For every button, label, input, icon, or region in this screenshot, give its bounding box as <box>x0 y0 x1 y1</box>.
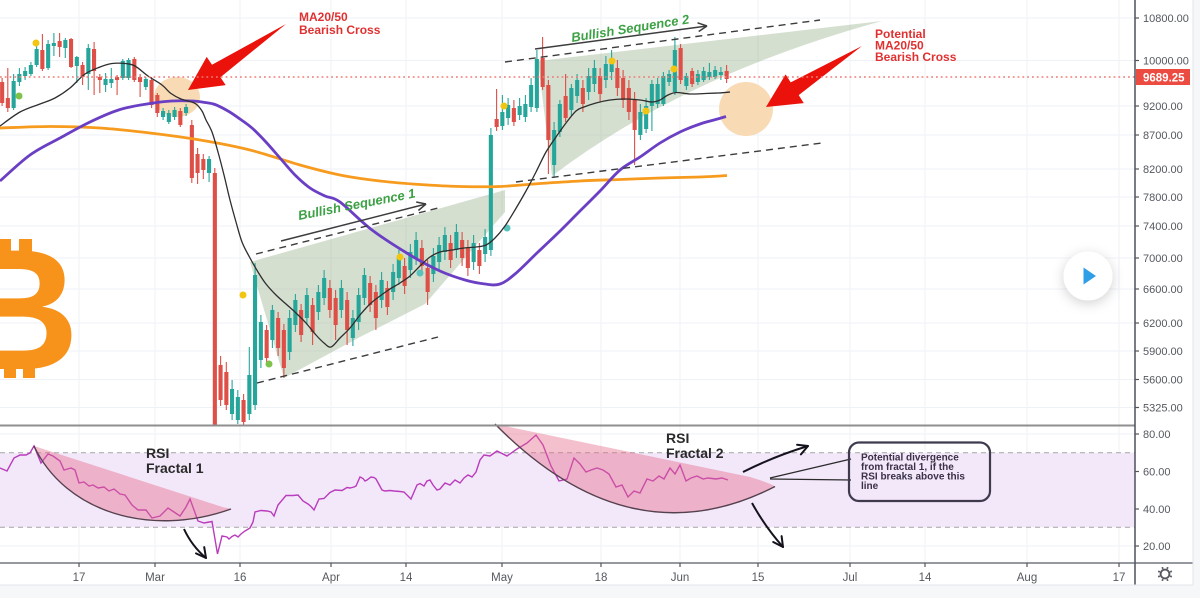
svg-text:May: May <box>491 572 513 584</box>
svg-text:Jun: Jun <box>671 572 690 584</box>
svg-text:16: 16 <box>234 572 247 584</box>
svg-text:RSI: RSI <box>666 430 689 446</box>
svg-text:9689.25: 9689.25 <box>1143 73 1185 85</box>
svg-text:MA20/50: MA20/50 <box>299 10 348 24</box>
svg-text:Mar: Mar <box>145 572 165 584</box>
svg-text:from fractal 1, if the: from fractal 1, if the <box>861 462 954 473</box>
svg-text:RSI breaks above this: RSI breaks above this <box>861 472 965 483</box>
svg-text:5900.00: 5900.00 <box>1143 346 1183 358</box>
svg-text:Apr: Apr <box>322 572 340 584</box>
svg-text:Aug: Aug <box>1017 572 1037 584</box>
svg-text:7000.00: 7000.00 <box>1143 253 1183 265</box>
svg-text:40.00: 40.00 <box>1143 504 1171 516</box>
svg-text:line: line <box>861 481 879 492</box>
svg-text:15: 15 <box>752 572 765 584</box>
svg-text:9200.00: 9200.00 <box>1143 101 1183 113</box>
svg-text:5325.00: 5325.00 <box>1143 403 1183 415</box>
svg-text:60.00: 60.00 <box>1143 467 1171 479</box>
svg-text:6600.00: 6600.00 <box>1143 284 1183 296</box>
svg-text:Jul: Jul <box>843 572 858 584</box>
svg-text:Bearish Cross: Bearish Cross <box>875 50 957 64</box>
svg-text:10000.00: 10000.00 <box>1143 56 1189 68</box>
svg-text:MA20/50: MA20/50 <box>875 39 924 53</box>
svg-text:RSI: RSI <box>146 445 169 461</box>
svg-text:17: 17 <box>73 572 86 584</box>
svg-text:18: 18 <box>595 572 608 584</box>
svg-text:7800.00: 7800.00 <box>1143 192 1183 204</box>
svg-text:8700.00: 8700.00 <box>1143 130 1183 142</box>
svg-text:7400.00: 7400.00 <box>1143 221 1183 233</box>
svg-text:20.00: 20.00 <box>1143 541 1171 553</box>
svg-text:Fractal 1: Fractal 1 <box>146 460 204 476</box>
svg-text:8200.00: 8200.00 <box>1143 164 1183 176</box>
svg-text:80.00: 80.00 <box>1143 429 1171 441</box>
svg-text:14: 14 <box>919 572 932 584</box>
svg-text:Potential divergence: Potential divergence <box>861 452 959 463</box>
svg-text:Potential: Potential <box>875 27 926 41</box>
svg-text:17: 17 <box>1113 572 1126 584</box>
svg-text:10800.00: 10800.00 <box>1143 13 1189 25</box>
svg-text:5600.00: 5600.00 <box>1143 375 1183 387</box>
svg-text:14: 14 <box>400 572 413 584</box>
svg-text:Fractal 2: Fractal 2 <box>666 445 724 461</box>
svg-text:6200.00: 6200.00 <box>1143 318 1183 330</box>
svg-text:Bearish Cross: Bearish Cross <box>299 23 381 37</box>
